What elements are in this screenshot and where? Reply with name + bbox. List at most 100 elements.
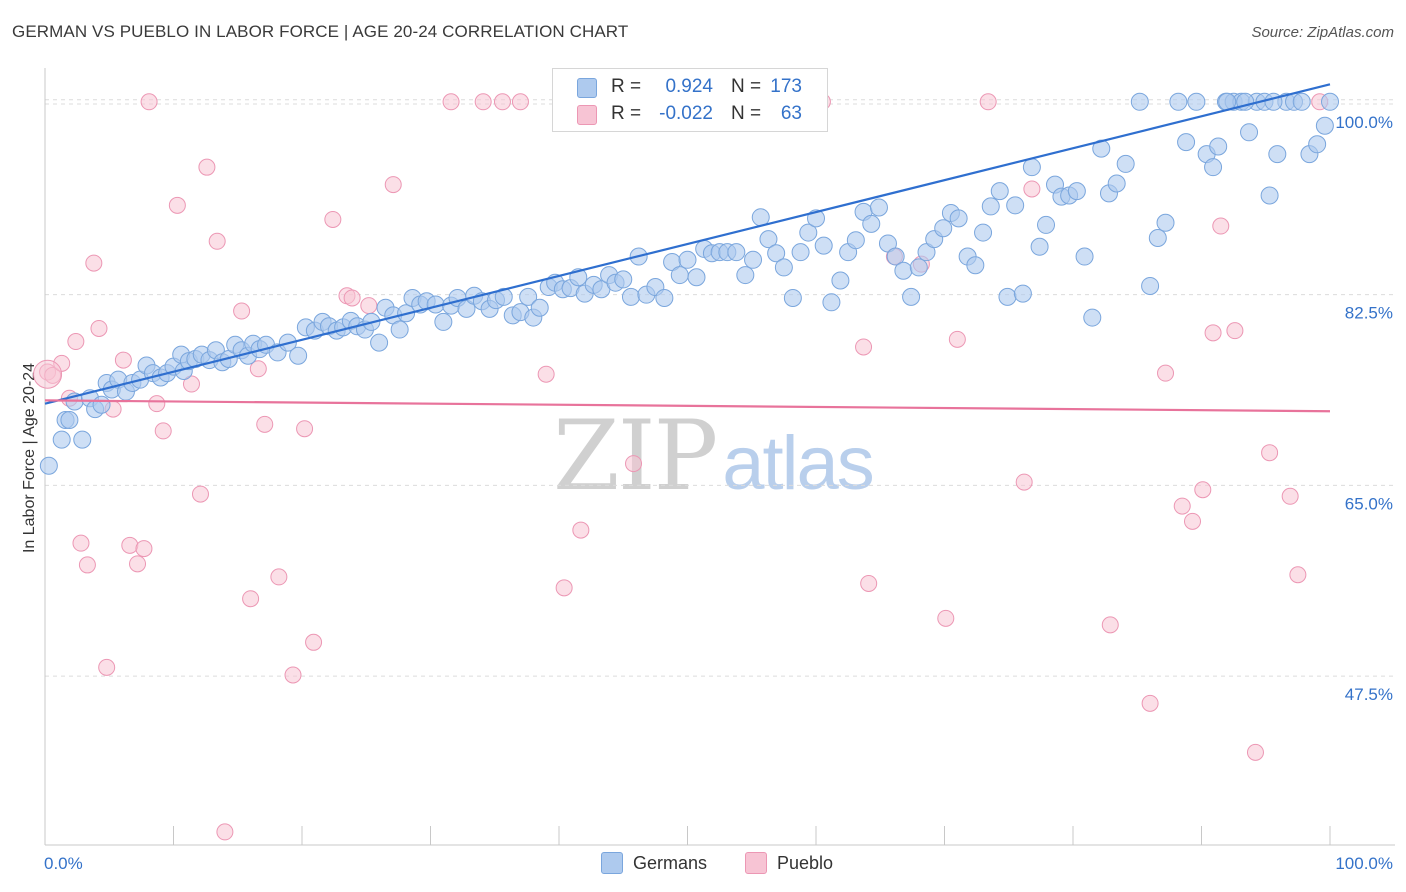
german-point xyxy=(886,247,905,266)
german-point xyxy=(1292,92,1311,111)
pueblo-point xyxy=(256,415,274,433)
legend-row-pueblo: R = -0.022 N = 63 xyxy=(553,101,827,127)
german-point xyxy=(1268,145,1287,164)
pueblo-point xyxy=(555,579,573,597)
pueblo-point xyxy=(182,375,200,393)
german-point xyxy=(1321,92,1339,111)
pueblo-point xyxy=(135,540,153,558)
watermark-atlas: atlas xyxy=(722,421,875,506)
pueblo-point xyxy=(1141,694,1159,712)
german-point xyxy=(1308,135,1327,154)
german-point xyxy=(1067,182,1086,201)
pueblo-point xyxy=(284,666,302,684)
german-point xyxy=(1156,213,1175,232)
legend-item-pueblo[interactable]: Pueblo xyxy=(745,852,833,874)
germans-swatch xyxy=(577,78,597,98)
german-point xyxy=(1037,215,1056,234)
x-tick-label-min: 0.0% xyxy=(44,854,83,873)
pueblo-point xyxy=(360,297,378,315)
pueblo-point xyxy=(114,351,132,369)
german-point xyxy=(727,243,746,262)
y-tick-label: 47.5% xyxy=(1345,685,1393,704)
pueblo-point xyxy=(1184,512,1202,530)
german-point xyxy=(831,271,850,290)
correlation-legend: R = 0.924 N = 173 R = -0.022 N = 63 xyxy=(552,68,828,132)
german-point xyxy=(759,230,778,249)
pueblo-point xyxy=(233,302,251,320)
german-point xyxy=(519,287,538,306)
pueblo-point xyxy=(154,422,172,440)
pueblo-point xyxy=(1173,497,1191,515)
germans-legend-label: Germans xyxy=(633,852,708,873)
legend-item-germans[interactable]: Germans xyxy=(601,852,707,874)
pueblo-legend-swatch xyxy=(745,852,767,874)
pueblo-trend-line xyxy=(44,399,1331,413)
german-point xyxy=(1006,196,1025,215)
pueblo-point xyxy=(625,455,643,473)
pueblo-point xyxy=(855,338,873,356)
pueblo-point xyxy=(1157,364,1175,382)
german-point xyxy=(621,287,640,306)
german-point xyxy=(966,256,985,275)
y-tick-label: 65.0% xyxy=(1345,494,1393,513)
pueblo-point xyxy=(168,196,186,214)
pueblo-point xyxy=(148,395,166,413)
german-point xyxy=(678,250,697,269)
source-label: Source: ZipAtlas.com xyxy=(1251,24,1394,41)
pueblo-point xyxy=(121,536,139,554)
german-point xyxy=(783,288,802,307)
german-point xyxy=(1022,158,1041,177)
german-point xyxy=(1030,237,1049,256)
german-point xyxy=(814,236,833,255)
pueblo-point xyxy=(1101,616,1119,634)
german-point xyxy=(774,258,793,277)
pueblo-point xyxy=(1015,473,1033,491)
german-point xyxy=(909,258,928,277)
germans-n-value: 173 xyxy=(770,76,802,97)
pueblo-point xyxy=(1212,217,1230,235)
german-point xyxy=(736,266,755,285)
legend-row-germans: R = 0.924 N = 173 xyxy=(553,74,827,100)
german-point xyxy=(1260,186,1279,205)
pueblo-point xyxy=(1246,743,1264,761)
legend-r-label: R = xyxy=(611,76,642,97)
pueblo-point xyxy=(191,485,209,503)
pueblo-point xyxy=(1194,481,1212,499)
german-point xyxy=(670,266,689,285)
german-point xyxy=(744,250,763,269)
pueblo-point xyxy=(216,823,234,841)
pueblo-point xyxy=(937,609,955,627)
pueblo-point xyxy=(270,568,288,586)
german-point xyxy=(92,395,111,414)
pueblo-legend-label: Pueblo xyxy=(777,852,834,873)
german-point xyxy=(687,268,706,287)
pueblo-point xyxy=(33,359,63,389)
pueblo-point xyxy=(493,93,511,111)
german-point xyxy=(791,243,810,262)
pueblo-point xyxy=(1226,322,1244,340)
german-point xyxy=(990,182,1009,201)
legend-n-label: N = xyxy=(731,76,762,97)
pueblo-r-value: -0.022 xyxy=(659,103,713,124)
german-point xyxy=(370,333,389,352)
pueblo-point xyxy=(67,333,85,351)
german-point xyxy=(862,214,881,233)
german-point xyxy=(1209,137,1228,156)
tick-labels: 47.5% 65.0% 82.5% 100.0% 0.0% 100.0% xyxy=(44,113,1393,873)
pueblo-point xyxy=(511,93,529,111)
pueblo-point xyxy=(198,158,216,176)
german-point xyxy=(1013,284,1032,303)
pueblo-n-value: 63 xyxy=(780,103,802,124)
german-point xyxy=(614,270,633,289)
german-point xyxy=(390,320,409,339)
legend-r-label: R = xyxy=(611,103,642,124)
german-point xyxy=(1169,92,1188,111)
german-point xyxy=(73,430,92,449)
x-tick-label-max: 100.0% xyxy=(1335,854,1393,873)
pueblo-point xyxy=(948,330,966,348)
pueblo-swatch xyxy=(577,105,597,125)
german-point xyxy=(949,209,968,228)
pueblo-point xyxy=(72,534,90,552)
pueblo-point xyxy=(1289,566,1307,584)
